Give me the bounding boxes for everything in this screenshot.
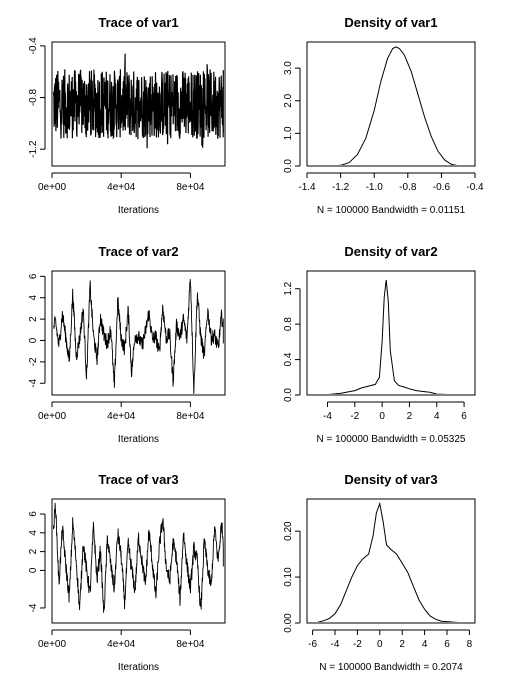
x-tick-label: -6: [308, 639, 317, 650]
y-tick-label: 0.20: [283, 521, 294, 541]
x-tick-label: 8e+04: [176, 411, 205, 422]
x-tick-label: -0.4: [466, 182, 484, 193]
y-tick-label: 0.0: [283, 159, 294, 173]
plot-frame: [306, 270, 476, 396]
x-tick-label: 0e+00: [38, 639, 67, 650]
x-tick-label: -2: [353, 639, 362, 650]
x-axis-label: Iterations: [118, 205, 159, 216]
panel-title: Density of var1: [344, 15, 437, 30]
x-axis-label: N = 100000 Bandwidth = 0.01151: [317, 205, 466, 216]
y-tick-label: 2: [28, 548, 39, 554]
x-axis-label: N = 100000 Bandwidth = 0.2074: [319, 662, 463, 673]
x-tick-label: 4e+04: [107, 182, 136, 193]
x-tick-label: -1.2: [332, 182, 350, 193]
plot-frame: [306, 41, 476, 167]
y-tick-label: 0.8: [283, 317, 294, 331]
panel-4: Density of var2 -4 -2 0 2 4 6 0.0 0.4 0.8 1.2 N = 1…: [283, 244, 476, 445]
y-tick-label: -2: [28, 357, 39, 366]
plot-frame: [51, 270, 226, 396]
y-tick-label: 3.0: [283, 61, 294, 75]
x-tick-label: 4e+04: [107, 639, 136, 650]
panel-6: Density of var3 -6 -4 -2 0 2 4 6 8 0.00 0.10 0.20 N …: [283, 472, 476, 673]
y-tick-label: 4: [28, 295, 39, 301]
y-tick-label: 1.2: [283, 281, 294, 295]
plot-frame: [51, 41, 226, 167]
x-tick-label: -1.4: [298, 182, 316, 193]
x-tick-label: 0e+00: [38, 411, 67, 422]
y-tick-label: 0: [28, 567, 39, 573]
panel-title: Density of var3: [344, 472, 437, 487]
x-axis-label: Iterations: [118, 662, 159, 673]
x-tick-label: 4e+04: [107, 411, 136, 422]
x-tick-label: 2: [407, 411, 413, 422]
x-tick-label: 8e+04: [176, 639, 205, 650]
density-curve: [318, 501, 459, 622]
y-tick-label: 0.4: [283, 352, 294, 366]
y-tick-label: -0.4: [28, 37, 39, 55]
x-tick-label: 6: [444, 639, 450, 650]
y-tick-label: -4: [28, 603, 39, 612]
y-tick-label: 2.0: [283, 93, 294, 107]
panel-1: Trace of var1 0e+00 4e+04 8e+04 -1.2 -0.8 -0.4…: [28, 15, 226, 216]
density-curve: [338, 46, 458, 165]
panel-5: Trace of var3 0e+00 4e+04 8e+04 -4 0 2 4 6 Iterat…: [28, 472, 226, 673]
x-axis-label: N = 100000 Bandwidth = 0.05325: [316, 434, 465, 445]
x-tick-label: -2: [350, 411, 359, 422]
x-tick-label: 4: [434, 411, 440, 422]
x-axis-label: Iterations: [118, 434, 159, 445]
x-tick-label: 8: [467, 639, 473, 650]
trace-line: [53, 53, 224, 149]
panel-2: Density of var1 -1.4 -1.2 -1.0 -0.8 -0.6 -0.4 0…: [283, 15, 484, 216]
y-tick-label: -1.2: [28, 140, 39, 158]
y-tick-label: 6: [28, 511, 39, 517]
plot-frame: [51, 498, 226, 624]
x-tick-label: 0e+00: [38, 182, 67, 193]
x-tick-label: -4: [323, 411, 332, 422]
y-tick-label: 6: [28, 273, 39, 279]
plot-frame: [306, 498, 476, 624]
y-tick-label: 4: [28, 530, 39, 536]
panel-title: Trace of var1: [98, 15, 178, 30]
y-tick-label: 2: [28, 316, 39, 322]
panel-title: Density of var2: [344, 244, 437, 259]
y-tick-label: 0.00: [283, 613, 294, 633]
x-tick-label: 0: [377, 639, 383, 650]
x-tick-label: 2: [399, 639, 405, 650]
x-tick-label: 4: [422, 639, 428, 650]
x-tick-label: -1.0: [366, 182, 384, 193]
panel-3: Trace of var2 0e+00 4e+04 8e+04 -4 -2 0 2 4 6 Iter…: [28, 244, 226, 445]
x-tick-label: -4: [331, 639, 340, 650]
y-tick-label: 0: [28, 337, 39, 343]
panel-title: Trace of var2: [98, 244, 178, 259]
y-tick-label: -0.8: [28, 88, 39, 106]
x-tick-label: -0.8: [399, 182, 417, 193]
y-tick-label: -4: [28, 378, 39, 387]
x-tick-label: 0: [379, 411, 385, 422]
x-tick-label: 8e+04: [176, 182, 205, 193]
trace-line: [53, 502, 224, 613]
y-tick-label: 0.10: [283, 567, 294, 587]
y-tick-label: 0.0: [283, 388, 294, 402]
density-curve: [328, 279, 448, 394]
panel-title: Trace of var3: [98, 472, 178, 487]
x-tick-label: -0.6: [433, 182, 451, 193]
x-tick-label: 6: [461, 411, 467, 422]
trace-line: [53, 279, 224, 394]
y-tick-label: 1.0: [283, 126, 294, 140]
